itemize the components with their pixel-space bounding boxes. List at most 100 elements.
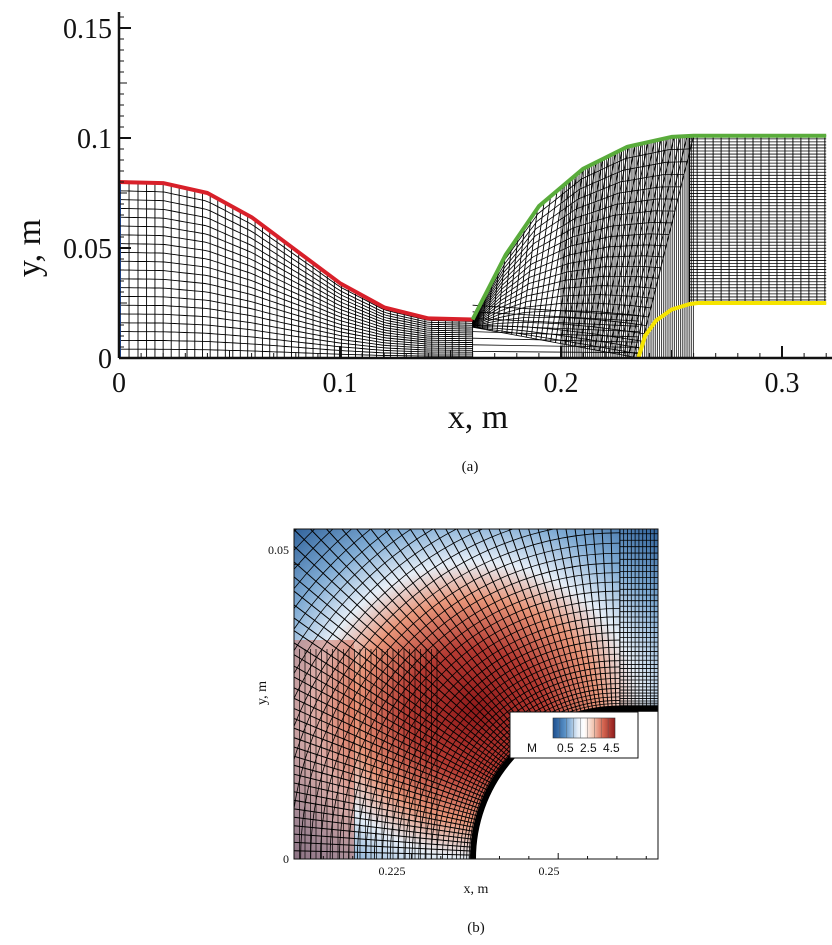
mesh-b-arc — [294, 529, 316, 552]
mesh-b-ray — [528, 529, 583, 714]
mesh-a-row — [119, 287, 473, 344]
mesh-a-arc — [472, 244, 667, 324]
mesh-b-arc — [441, 678, 620, 859]
mesh-b-ray — [294, 791, 477, 829]
mesh-b-ray — [309, 529, 522, 748]
mesh-b-ray — [537, 529, 587, 714]
mesh-b-ray — [478, 529, 565, 721]
mesh-a-row — [119, 313, 473, 349]
mesh-b-ray — [294, 642, 500, 775]
mesh-a-arc — [472, 255, 664, 324]
mesh-b-ray — [498, 529, 572, 718]
mesh-a-arc — [472, 316, 647, 327]
mesh-b-arc — [294, 529, 515, 762]
mesh-a-ray — [545, 179, 571, 341]
mesh-a-ray — [555, 168, 584, 343]
y-tick-label-1: 0.05 — [63, 234, 112, 265]
mesh-b-arc — [294, 529, 392, 631]
mesh-b-arc — [294, 529, 458, 700]
mesh-a-arc — [472, 326, 640, 355]
mesh-a-row — [119, 278, 473, 342]
mesh-a-row — [119, 190, 473, 322]
mesh-b-arc — [382, 616, 620, 859]
mesh-b-ray — [383, 529, 538, 736]
x-tick-label-b-0: 0.225 — [379, 864, 406, 878]
mesh-b-ray — [294, 841, 474, 852]
mesh-b-arc — [451, 688, 620, 859]
mesh-b-arc — [430, 666, 620, 859]
mesh-b-ray — [294, 590, 509, 762]
mesh-a-row — [119, 322, 473, 351]
y-axis-title-a: y, m — [11, 219, 48, 277]
x-tick-label-b-1: 0.25 — [539, 864, 560, 878]
mesh-b-ray — [546, 529, 590, 713]
mesh-a-throat-row — [472, 337, 639, 343]
mesh-b-arc — [447, 683, 620, 859]
y-tick-label-2: 0.1 — [77, 124, 112, 155]
mesh-a-row — [119, 304, 473, 347]
legend-label-2: 4.5 — [603, 741, 620, 755]
caption-b: (b) — [467, 920, 485, 936]
mesh-b-ray — [518, 529, 579, 716]
mesh-b-ray — [508, 529, 575, 717]
mesh-b-arc — [294, 529, 334, 571]
mesh-a-row — [119, 331, 473, 353]
mesh-a-row — [119, 234, 473, 332]
mesh-b-ray — [294, 617, 504, 768]
mesh-a-row — [119, 207, 473, 326]
x-tick-label-2: 0.2 — [544, 368, 579, 399]
mesh-b-arc — [424, 660, 620, 859]
mesh-b-ray — [396, 529, 541, 734]
legend-label-1: 2.5 — [580, 741, 597, 755]
mesh-b-arc — [294, 529, 484, 728]
mesh-a-arc — [472, 198, 678, 322]
mesh-b-ray — [294, 561, 514, 756]
mesh-b-ray — [294, 850, 474, 856]
mesh-a-ray — [540, 185, 565, 340]
mesh-b-arc — [294, 529, 372, 610]
mesh-b-ray — [556, 529, 594, 712]
mesh-b-ray — [294, 816, 475, 840]
mesh-b-arc — [374, 608, 620, 859]
mesh-a-row — [119, 216, 473, 328]
mesh-a-ray — [589, 146, 630, 350]
mach-legend: M 0.5 2.5 4.5 — [509, 711, 639, 759]
mesh-a-arc — [472, 326, 641, 349]
legend-band-separators — [559, 718, 609, 738]
mesh-b-ray — [574, 529, 602, 711]
mach-contour-left-warm — [294, 640, 354, 859]
x-tick-label-0: 0 — [112, 368, 126, 399]
mesh-b-ray — [294, 630, 502, 772]
mesh-a-ray — [623, 136, 675, 356]
mesh-b-arc — [411, 646, 620, 859]
mesh-b-arc — [456, 692, 620, 859]
mesh-b-arc — [348, 581, 620, 859]
mesh-b-ray — [409, 529, 544, 732]
x-tick-label-3: 0.3 — [765, 368, 800, 399]
mesh-b-arc — [436, 672, 620, 859]
mesh-a-throat-row — [472, 318, 639, 327]
mesh-b-ray — [294, 755, 481, 814]
mesh-b-ray — [294, 764, 480, 817]
mesh-b-ray — [610, 529, 617, 709]
mesh-b-ray — [601, 529, 613, 709]
mesh-b-arc — [294, 529, 353, 590]
panel-a: 0 0.1 0.2 0.3 0 0.05 0.1 0.15 x, m y, m … — [11, 12, 832, 475]
y-tick-label-b-0: 0 — [283, 852, 289, 866]
mesh-b-ray — [294, 833, 474, 848]
mesh-a-ray — [559, 165, 591, 344]
mesh-b-ray — [565, 529, 598, 711]
mesh-a-ray — [637, 135, 695, 358]
x-axis-title-a: x, m — [448, 399, 508, 436]
mesh-a-row — [119, 251, 473, 336]
mesh-b-ray — [467, 529, 561, 722]
mesh-a-ray — [628, 136, 682, 357]
mesh-a-throat-row — [472, 324, 639, 332]
legend-var: M — [527, 741, 537, 755]
mesh-b-ray — [583, 529, 605, 710]
mesh-b-arc — [463, 700, 620, 859]
legend-label-0: 0.5 — [557, 741, 574, 755]
mesh-b-arc — [310, 542, 620, 859]
mesh-b-arc — [294, 529, 413, 652]
